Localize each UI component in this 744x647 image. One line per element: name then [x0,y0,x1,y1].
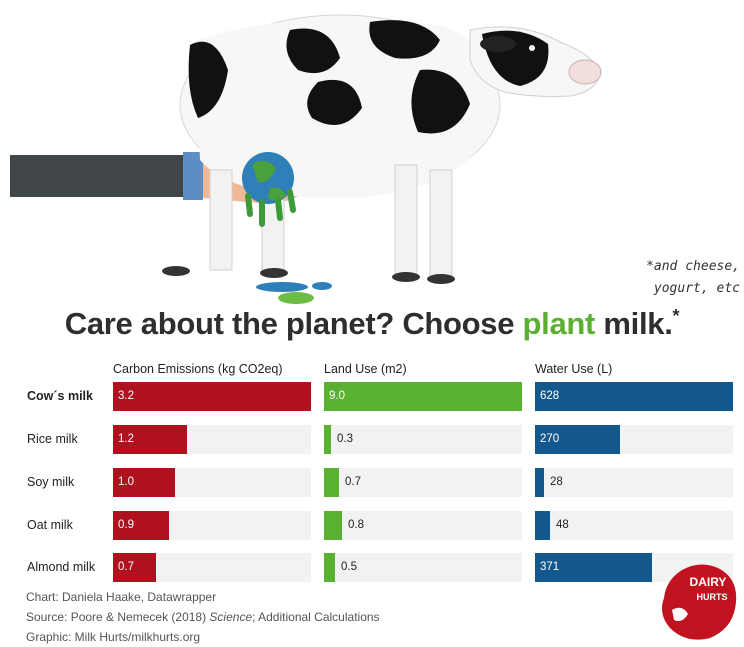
cow-spot [188,41,228,118]
carbon-bar [113,511,169,540]
water-bar [535,382,733,411]
land-bar [324,511,342,540]
water-value-label: 371 [540,561,560,573]
source-journal: Science [209,610,253,624]
land-bar-track [324,468,522,497]
land-value-label: 9.0 [329,390,345,402]
earth-land [252,160,276,183]
logo-text-2: HURTS [697,592,728,602]
land-bar [324,553,335,582]
title-accent: plant [522,306,596,341]
water-value-label: 270 [540,433,560,445]
footnote-note: *and cheese, yogurt, etc [600,256,740,300]
carbon-bar [113,425,187,454]
note-line-1: *and cheese, [646,259,740,274]
column-header-land: Land Use (m2) [324,362,407,376]
title-suffix: milk. [595,306,673,341]
row-label: Rice milk [27,432,78,446]
cow-spot [369,20,440,59]
carbon-value-label: 1.0 [118,476,134,488]
cow-hoof [260,268,288,278]
chart-title: Care about the planet? Choose plant milk… [0,306,744,342]
water-bar-track [535,468,733,497]
water-bar [535,553,652,582]
cow-hoof [427,274,455,284]
land-bar [324,382,522,411]
carbon-value-label: 0.7 [118,561,134,573]
earth-land [268,187,286,201]
row-label: Soy milk [27,475,75,489]
row-label: Oat milk [27,518,73,532]
logo-text-1: DAIRY [690,575,727,589]
land-value-label: 0.7 [345,476,361,488]
credit-graphic: Graphic: Milk Hurts/milkhurts.org [26,630,201,644]
water-bar [535,425,620,454]
water-bar [535,511,550,540]
land-bar-track [324,553,522,582]
source-suffix: ; Additional Calculations [252,610,380,624]
cow-spot [286,28,340,74]
water-value-label: 28 [550,476,563,488]
puddle [256,282,308,292]
note-line-2: yogurt, etc [653,281,740,296]
dairy-hurts-logo: DAIRY HURTS [662,564,737,640]
land-value-label: 0.5 [341,561,357,573]
land-value-label: 0.3 [337,433,353,445]
source-prefix: Source: Poore & Nemecek (2018) [26,610,210,624]
column-header-carbon: Carbon Emissions (kg CO2eq) [113,362,283,376]
credit-source: Source: Poore & Nemecek (2018) Science; … [26,607,380,627]
water-bar-track [535,511,733,540]
cow-leg [429,169,453,279]
puddle [312,282,332,290]
column-header-water: Water Use (L) [535,362,613,376]
cow-hoof [392,272,420,282]
carbon-value-label: 3.2 [118,390,134,402]
puddle [278,292,314,304]
row-label: Almond milk [27,560,96,574]
carbon-value-label: 0.9 [118,519,134,531]
cow-spot [307,79,362,126]
credit-chart: Chart: Daniela Haake, Datawrapper [26,590,217,604]
cow-leg [209,169,233,271]
land-bar-track [324,511,522,540]
row-label: Cow´s milk [27,389,93,403]
logo-cutout [672,607,688,622]
title-asterisk: * [672,306,680,326]
land-bar [324,468,339,497]
carbon-value-label: 1.2 [118,433,134,445]
water-value-label: 628 [540,390,560,402]
credits: Chart: Daniela Haake, Datawrapper Source… [26,587,380,647]
earth-drips [245,189,296,227]
cow-spot [411,69,470,134]
sleeve-shape [10,155,190,197]
water-bar [535,468,544,497]
land-bar [324,425,331,454]
cuff-shape [183,152,203,200]
cow-eye [529,45,535,51]
carbon-bar [113,468,175,497]
cow-illustration [10,14,602,304]
water-value-label: 48 [556,519,569,531]
land-value-label: 0.8 [348,519,364,531]
cow-hoof [162,266,190,276]
cow-muzzle [568,59,602,85]
cow-ear [480,36,516,52]
title-prefix: Care about the planet? Choose [64,306,523,341]
cow-leg [394,164,418,276]
carbon-bar [113,553,156,582]
carbon-bar [113,382,311,411]
land-bar-track [324,425,522,454]
